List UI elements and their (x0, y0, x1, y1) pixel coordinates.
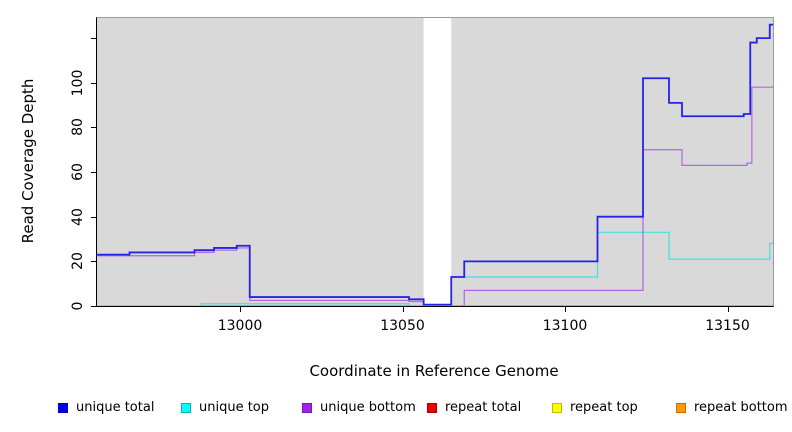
y-axis-tick (91, 38, 96, 40)
x-tick-label-2: 13100 (542, 318, 588, 334)
x-axis-tick (402, 307, 404, 312)
legend-swatch-icon (676, 402, 686, 413)
legend-item-repeat-bottom: repeat bottom (676, 400, 788, 415)
y-tick-label-3: 60 (70, 163, 86, 181)
legend-label: repeat top (570, 400, 638, 415)
legend-swatch-icon (58, 402, 68, 413)
y-axis-tick (91, 216, 96, 218)
legend-swatch-icon (302, 402, 312, 413)
legend-label: repeat bottom (694, 400, 788, 415)
y-axis-tick (91, 261, 96, 263)
legend-label: unique bottom (320, 400, 416, 415)
legend-item-unique-top: unique top (181, 400, 269, 415)
legend-swatch-icon (181, 402, 191, 413)
y-axis-tick (91, 172, 96, 174)
legend-item-repeat-top: repeat top (552, 400, 638, 415)
legend-label: unique total (76, 400, 155, 415)
y-tick-label-1: 20 (70, 252, 86, 271)
y-axis-tick (91, 306, 96, 307)
x-axis-tick (565, 307, 566, 312)
y-tick-label-4: 80 (70, 118, 86, 137)
legend-label: unique top (199, 400, 270, 415)
y-axis-tick (91, 127, 96, 129)
plot-panel (96, 17, 774, 307)
y-axis-tick (91, 82, 96, 84)
series-line-unique-total (97, 23, 773, 306)
x-axis-tick (240, 307, 241, 312)
y-tick-label-2: 40 (70, 207, 86, 226)
legend-swatch-icon (552, 402, 562, 413)
y-tick-label-0: 0 (70, 301, 86, 311)
legend-item-unique-total: unique total (58, 400, 154, 415)
coverage-gap-band (423, 18, 452, 306)
series-line-unique-top (97, 231, 773, 306)
legend-swatch-icon (427, 402, 437, 413)
plot-canvas (97, 18, 773, 306)
x-tick-label-3: 13150 (705, 318, 750, 334)
legend-label: repeat total (445, 400, 522, 415)
legend-item-unique-bottom: unique bottom (302, 400, 416, 415)
y-axis-title: Read Coverage Depth (19, 78, 37, 244)
y-tick-label-5: 100 (70, 69, 86, 97)
x-tick-label-0: 13000 (217, 318, 263, 334)
legend-item-repeat-total: repeat total (427, 400, 521, 415)
x-axis-title: Coordinate in Reference Genome (309, 362, 559, 380)
x-tick-label-1: 13050 (380, 318, 425, 334)
x-axis-tick (727, 307, 729, 312)
